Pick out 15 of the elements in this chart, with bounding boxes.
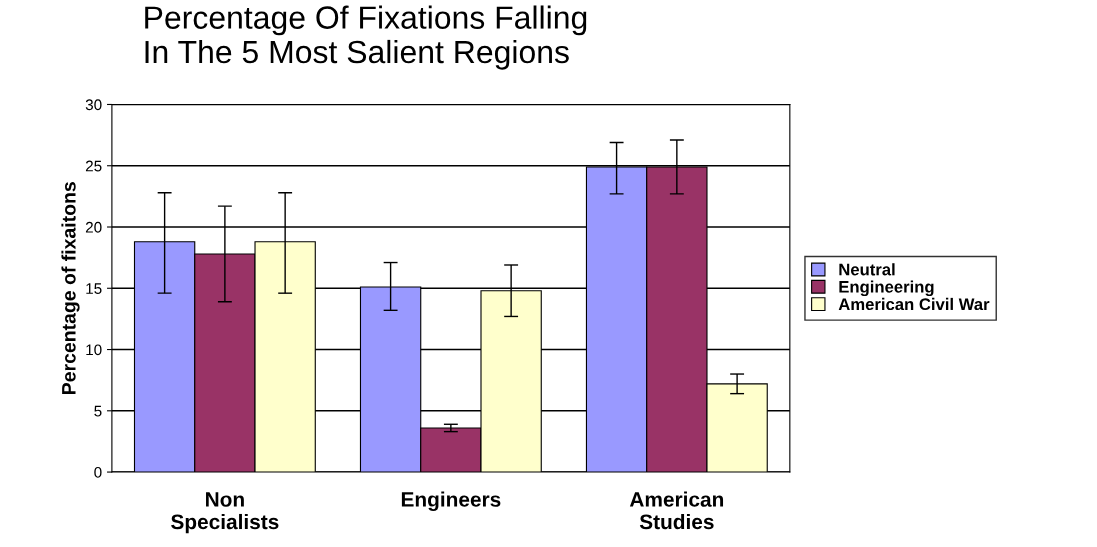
y-tick-label: 10 [86,344,102,356]
x-tick-label: Engineers [401,491,501,512]
chart-title: Percentage Of Fixations Falling In The 5 Most Salient Regions [145,5,587,70]
legend-label: American Civil War [838,297,990,311]
x-tick-label: American Studies [629,491,724,530]
y-tick-label: 0 [94,466,102,478]
x-tick-label: Non Specialists [171,492,279,534]
y-axis-title: Percentage of fixaitons [61,182,80,394]
legend-label: Neutral [839,263,895,276]
legend-label: Engineering [839,280,934,297]
y-tick-label: 5 [94,405,102,417]
y-tick-label: 15 [86,283,102,294]
y-tick-label: 25 [85,160,102,172]
y-tick-label: 30 [85,99,102,111]
y-tick-label: 20 [85,221,102,233]
